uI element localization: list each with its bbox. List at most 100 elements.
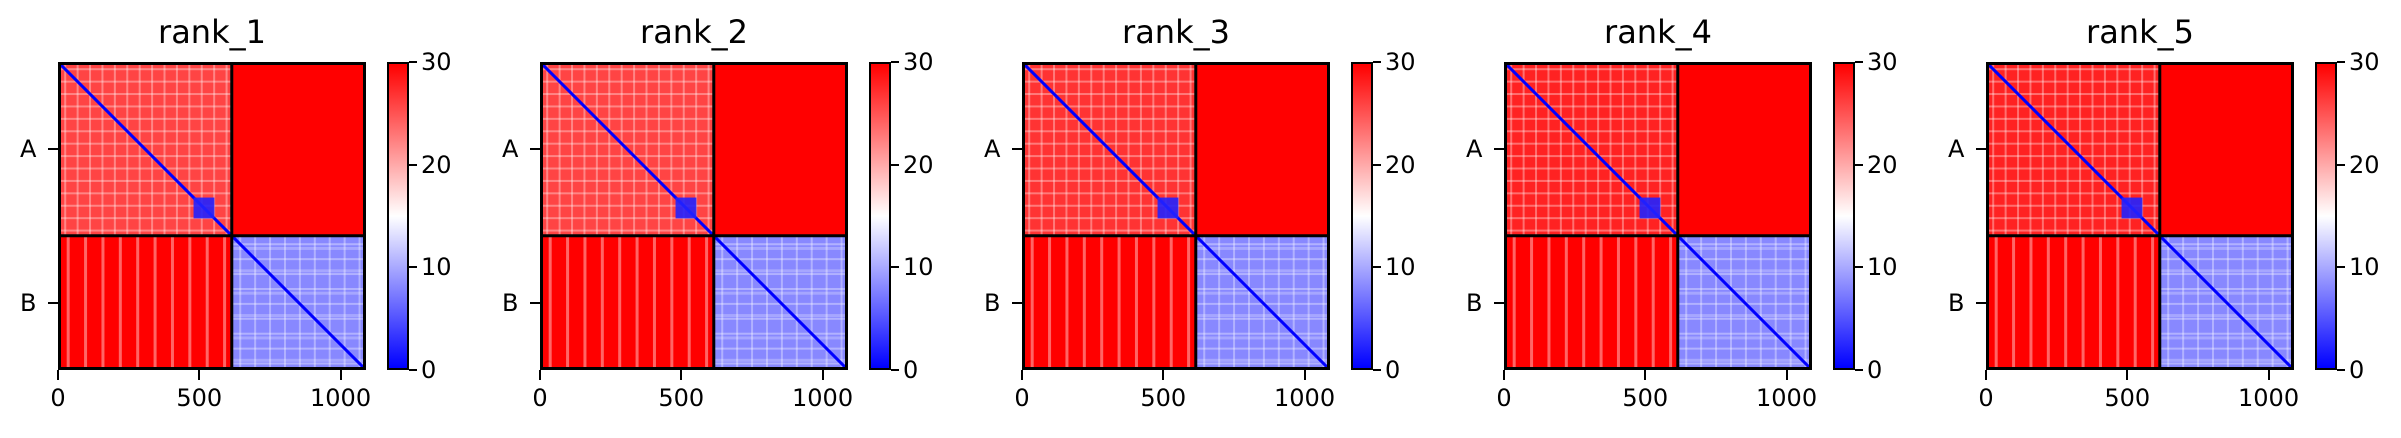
chain-b-band bbox=[1277, 235, 1280, 370]
panel-title: rank_3 bbox=[1122, 13, 1230, 51]
chain-a-streak bbox=[1559, 62, 1562, 236]
colorbar-tick-label: 30 bbox=[1867, 48, 1898, 76]
colorbar-tick bbox=[1373, 266, 1381, 269]
x-tick-label: 500 bbox=[1622, 384, 1669, 412]
chain-a-streak bbox=[595, 62, 598, 236]
inter-chain-streak bbox=[2159, 246, 2294, 250]
y-tick bbox=[48, 147, 58, 150]
chain-a-streak bbox=[2004, 62, 2007, 236]
inter-chain-streak bbox=[2064, 235, 2068, 370]
chain-a-streak bbox=[620, 62, 623, 236]
inter-chain-streak bbox=[652, 235, 656, 370]
chain-b-band bbox=[1789, 235, 1792, 370]
x-tick-label: 0 bbox=[532, 384, 548, 412]
chain-a-streak bbox=[1986, 192, 2160, 195]
heatmap-plot bbox=[540, 62, 848, 370]
inter-chain-streak bbox=[670, 235, 674, 370]
chain-b-band bbox=[713, 258, 848, 261]
heatmap-svg bbox=[58, 62, 366, 370]
chain-a-streak bbox=[540, 93, 714, 96]
chain-a-streak bbox=[1986, 117, 2160, 120]
chain-a-streak bbox=[1597, 62, 1600, 236]
chain-a-streak bbox=[1053, 62, 1056, 236]
colorbar bbox=[1833, 62, 1855, 370]
chain-b-band bbox=[1700, 235, 1703, 370]
chain-a-streak bbox=[2091, 62, 2094, 236]
chain-b-band bbox=[810, 235, 813, 370]
chain-a-streak bbox=[1504, 130, 1678, 133]
heatmap-panel: rank_3 A B 0 500 1000 0 10 20 30 bbox=[964, 0, 1434, 438]
heatmap-panel: rank_4 A B 0 500 1000 0 10 20 30 bbox=[1446, 0, 1916, 438]
chain-a-streak bbox=[540, 229, 714, 232]
chain-a-streak bbox=[1022, 93, 1196, 96]
chain-a-streak bbox=[200, 62, 203, 236]
inter-chain-streak bbox=[1599, 235, 1603, 370]
chain-b-band bbox=[1715, 235, 1718, 370]
chain-a-streak bbox=[1090, 62, 1093, 236]
chain-b-band bbox=[713, 243, 848, 246]
chain-b-band bbox=[713, 347, 848, 350]
chain-a-streak bbox=[2029, 62, 2032, 236]
inter-chain-streak bbox=[1677, 246, 1812, 250]
chain-b-band bbox=[751, 235, 754, 370]
chain-a-streak bbox=[2116, 62, 2119, 236]
chain-a-streak bbox=[1504, 93, 1678, 96]
y-tick-label: A bbox=[502, 134, 519, 163]
chain-b-band bbox=[2159, 258, 2294, 261]
inter-chain-streak bbox=[1117, 235, 1121, 370]
colorbar-tick bbox=[891, 61, 899, 63]
chain-b-band bbox=[2159, 243, 2294, 246]
inter-chain-streak bbox=[600, 235, 604, 370]
chain-a-streak bbox=[58, 68, 232, 71]
chain-b-band bbox=[1195, 347, 1330, 350]
inter-chain-streak bbox=[2159, 314, 2294, 318]
chain-a-streak bbox=[1022, 142, 1196, 145]
chain-b-band bbox=[231, 332, 366, 335]
inter-chain-streak bbox=[687, 235, 691, 370]
chain-a-streak bbox=[1139, 62, 1142, 236]
chain-b-band bbox=[1774, 235, 1777, 370]
inter-chain-streak bbox=[1582, 235, 1586, 370]
chain-a-streak bbox=[540, 204, 714, 207]
inter-chain-streak bbox=[1030, 235, 1034, 370]
x-tick bbox=[1985, 370, 1987, 380]
chain-b-band bbox=[1195, 243, 1330, 246]
chain-a-streak bbox=[1102, 62, 1105, 236]
chain-b-band bbox=[1195, 332, 1330, 335]
inter-chain-streak bbox=[713, 269, 848, 273]
chain-a-streak bbox=[546, 62, 549, 236]
y-tick bbox=[48, 301, 58, 304]
chain-a-streak bbox=[1986, 93, 2160, 96]
chain-b-band bbox=[1195, 362, 1330, 365]
colorbar-tick-label: 20 bbox=[2349, 150, 2380, 179]
colorbar-tick bbox=[891, 163, 899, 166]
chain-b-band bbox=[1729, 235, 1732, 370]
chain-a-streak bbox=[2066, 62, 2069, 236]
chain-a-streak bbox=[225, 62, 228, 236]
inter-chain-streak bbox=[635, 235, 639, 370]
chain-b-band bbox=[2256, 235, 2259, 370]
chain-a-streak bbox=[1022, 167, 1196, 170]
colorbar-tick-label: 0 bbox=[421, 356, 437, 384]
y-tick-label: B bbox=[1466, 288, 1483, 317]
inter-chain-streak bbox=[231, 336, 366, 340]
inter-chain-streak bbox=[583, 235, 587, 370]
chain-a-streak bbox=[58, 130, 232, 133]
inter-chain-streak bbox=[1564, 235, 1568, 370]
heatmap-panel: rank_5 A B 0 500 1000 0 10 20 30 bbox=[1928, 0, 2398, 438]
chain-b-band bbox=[2159, 347, 2294, 350]
x-tick-label: 0 bbox=[50, 384, 66, 412]
chain-a-streak bbox=[2103, 62, 2106, 236]
colorbar bbox=[1351, 62, 1373, 370]
chain-b-band bbox=[1677, 332, 1812, 335]
chain-a-streak bbox=[1504, 192, 1678, 195]
inter-chain-streak bbox=[1048, 235, 1052, 370]
chain-b-band bbox=[313, 235, 316, 370]
inter-chain-streak bbox=[2098, 235, 2102, 370]
inter-chain-streak bbox=[1195, 336, 1330, 340]
chain-b-band bbox=[713, 317, 848, 320]
chain-a-streak bbox=[1986, 229, 2160, 232]
chain-a-streak bbox=[1504, 68, 1678, 71]
inter-chain-streak bbox=[1634, 235, 1638, 370]
colorbar-tick-label: 0 bbox=[2349, 356, 2365, 384]
